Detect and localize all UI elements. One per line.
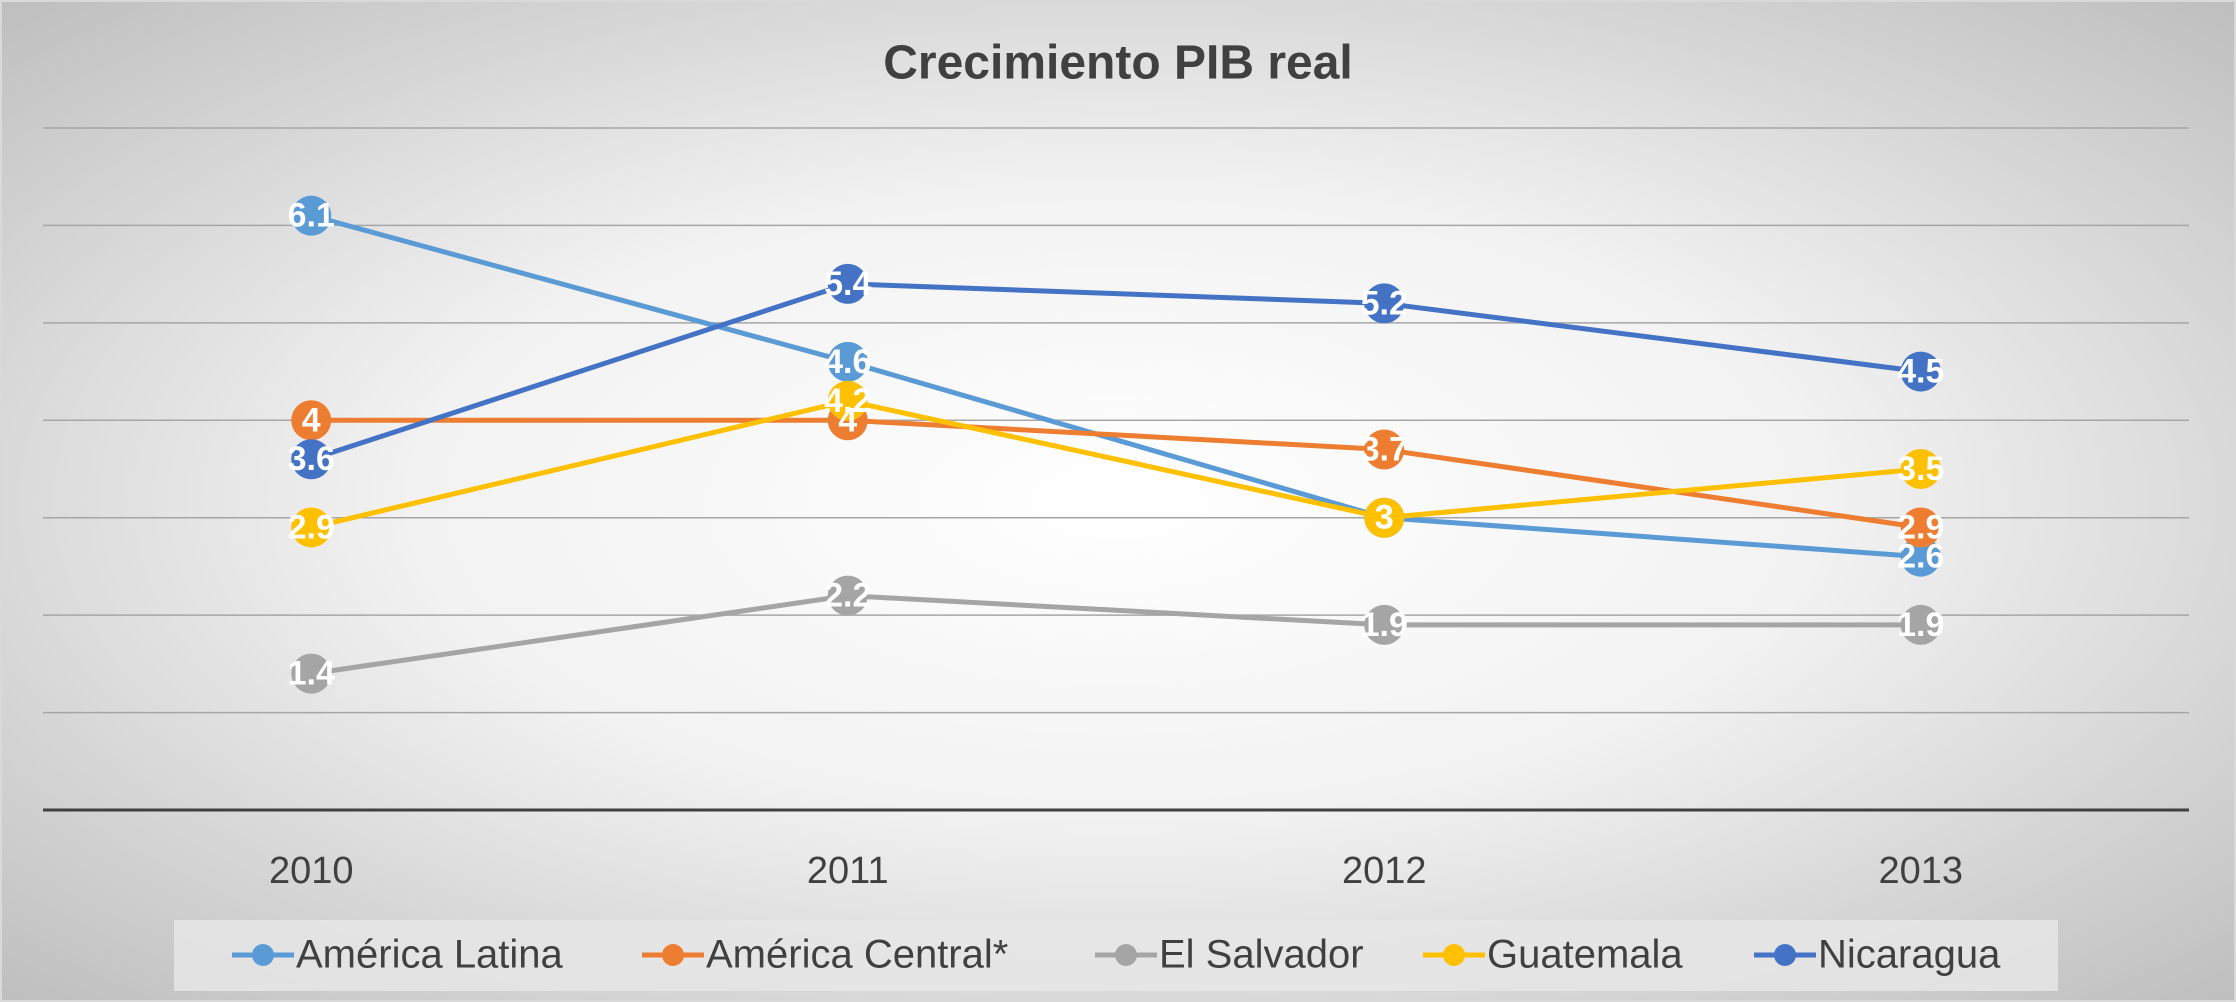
series-line [310, 281, 1922, 462]
data-label: 5.4 [824, 265, 871, 303]
data-label: 3.7 [1361, 430, 1408, 468]
data-label: 5.2 [1361, 284, 1408, 322]
data-point [1900, 351, 1941, 392]
data-label: 3.5 [1897, 450, 1944, 488]
data-label: 1.4 [288, 655, 335, 693]
series-line [311, 417, 1922, 530]
legend-marker [662, 944, 684, 966]
data-point [291, 439, 332, 480]
data-point [291, 507, 332, 548]
data-label: 2.9 [1897, 508, 1944, 546]
chart-title: Crecimiento PIB real [883, 37, 1353, 90]
data-point [291, 400, 332, 441]
data-point [291, 653, 332, 694]
legend-marker [1443, 944, 1465, 966]
data-label: 1.9 [1897, 606, 1944, 644]
data-label: 4.5 [1897, 353, 1944, 391]
data-label: 4 [838, 401, 857, 439]
data-point [1364, 429, 1405, 470]
data-point [1900, 604, 1941, 645]
legend-marker [252, 944, 274, 966]
data-label: 2.2 [824, 577, 871, 615]
data-point [827, 380, 868, 421]
legend-marker [1115, 944, 1137, 966]
data-point [1364, 604, 1405, 645]
data-label: 3 [1375, 499, 1394, 537]
series-line [310, 398, 1921, 530]
data-label: 4.6 [824, 343, 871, 381]
data-label: 3.6 [288, 440, 335, 478]
series-line [310, 593, 1921, 677]
data-point [1900, 449, 1941, 489]
x-tick-label: 2012 [1342, 850, 1427, 892]
series-line [310, 213, 1921, 560]
legend-marker [1774, 944, 1796, 966]
data-point [827, 263, 868, 304]
legend-label: América Central* [706, 933, 1008, 977]
data-point [1364, 283, 1405, 324]
x-tick-label: 2011 [807, 850, 889, 892]
data-point [1900, 536, 1941, 577]
data-point [827, 575, 868, 616]
data-point [827, 341, 868, 382]
data-point [291, 195, 332, 236]
x-tick-label: 2010 [269, 850, 354, 892]
legend-label: América Latina [296, 933, 564, 977]
data-point [1364, 497, 1405, 538]
data-label: 2.9 [288, 508, 335, 546]
data-label: 4.2 [824, 382, 871, 420]
data-label: 6.1 [288, 197, 335, 235]
legend-label: El Salvador [1159, 933, 1364, 977]
legend-label: Guatemala [1487, 933, 1683, 977]
legend-label: Nicaragua [1818, 933, 2001, 977]
data-label: 3 [1375, 499, 1394, 537]
x-tick-label: 2013 [1878, 850, 1963, 892]
data-point [1900, 507, 1941, 548]
data-label: 1.9 [1361, 606, 1408, 644]
data-label: 4 [302, 401, 321, 439]
data-label: 2.6 [1897, 538, 1944, 576]
